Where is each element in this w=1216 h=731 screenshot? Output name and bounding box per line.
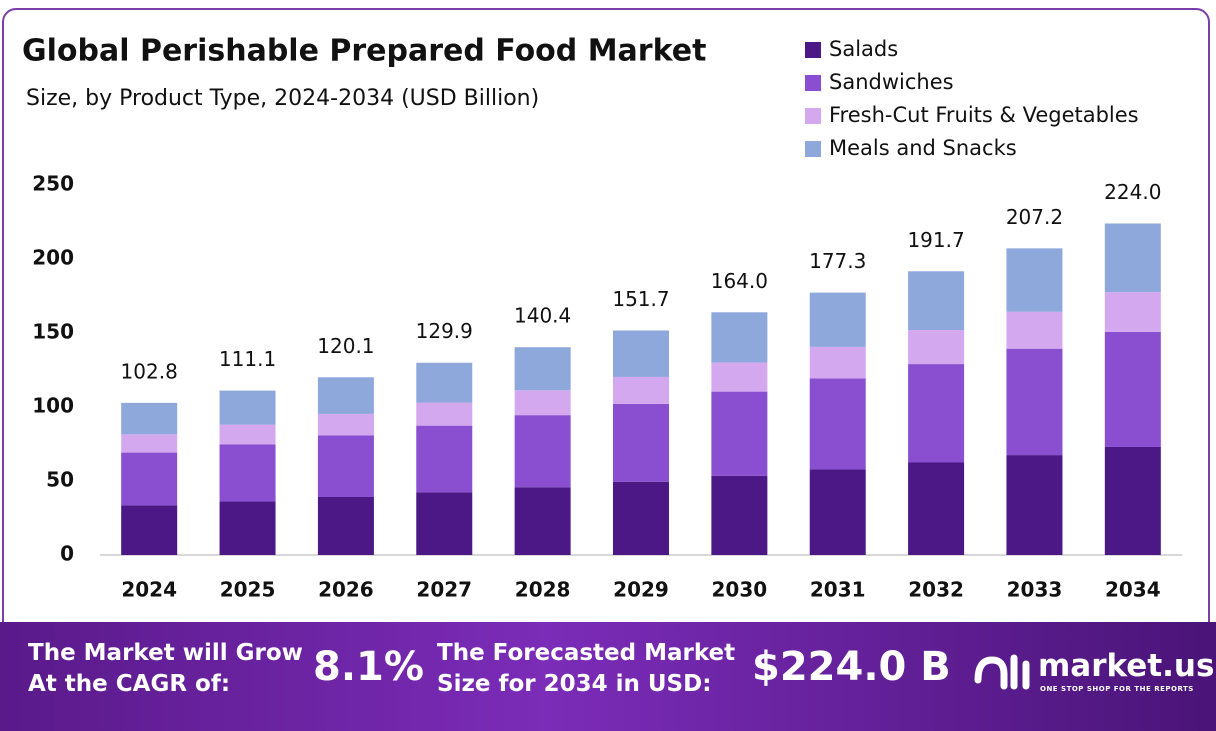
bar-segment [711,362,768,392]
legend-label: Salads [829,37,898,61]
bar-segment [613,330,669,377]
bar-segment [1006,455,1063,555]
bar-segment [809,346,866,379]
bar-segment [416,492,473,555]
chart-subtitle: Size, by Product Type, 2024-2034 (USD Bi… [26,86,539,111]
bar-segment [416,425,473,493]
brand: market.us [1038,648,1215,684]
bar-segment [219,390,276,425]
bar-segment [121,505,178,555]
bar-segment [416,402,473,426]
x-tick-label: 2025 [220,578,276,602]
bar-segment [1104,446,1161,555]
bar-segment [908,330,965,365]
bar-segment [1104,223,1161,293]
bar-segment [613,376,669,404]
brand-logo [974,654,1030,690]
bar-segment [1006,311,1063,349]
footer: The Market will Grow At the CAGR of: 8.1… [0,622,1216,731]
total-label: 207.2 [1006,205,1063,229]
x-tick-label: 2027 [416,578,472,602]
legend-label: Sandwiches [829,70,954,94]
bar-segment [121,402,178,435]
bar-segment [908,364,965,463]
bar-segment [1104,292,1161,332]
x-tick-label: 2029 [613,578,669,602]
x-tick-label: 2026 [318,578,374,602]
legend-label: Meals and Snacks [829,136,1017,160]
bar-segment [1006,348,1063,456]
forecast-value: $224.0 B [752,644,951,690]
bar-segment [219,444,276,502]
bar-segment [121,434,178,453]
bar-segment [711,312,768,363]
bar-segment [711,391,768,476]
y-tick-label: 100 [32,394,74,418]
legend-swatch [805,108,821,124]
x-tick-label: 2024 [121,578,177,602]
bar-segment [1104,331,1161,447]
bar-segment [514,390,571,416]
y-tick-label: 150 [32,320,74,344]
total-label: 191.7 [907,228,964,252]
bar-segment [809,469,866,555]
bar-segment [416,362,473,403]
legend-label: Fresh-Cut Fruits & Vegetables [829,103,1139,127]
bar-segment [809,292,866,347]
x-tick-label: 2032 [908,578,964,602]
legend-swatch [805,141,821,157]
bar-segment [809,378,866,470]
bar-segment [219,424,276,445]
bar-segment [317,413,374,436]
bar-segment [514,487,571,555]
y-tick-label: 0 [60,542,74,566]
bar-segment [711,475,768,555]
bar-segment [317,435,374,497]
bar-segment [219,501,276,555]
x-tick-label: 2028 [515,578,571,602]
bar-segment [1006,248,1063,312]
bar-segment [908,271,965,331]
bar-segment [317,377,374,414]
x-tick-label: 2031 [810,578,866,602]
y-tick-label: 50 [46,468,74,492]
bar-segment [514,415,571,488]
chart-title: Global Perishable Prepared Food Market [22,34,706,69]
total-label: 111.1 [219,347,276,371]
total-label: 120.1 [317,334,374,358]
y-tick-label: 200 [32,246,74,270]
total-label: 102.8 [121,359,178,383]
total-label: 164.0 [711,269,768,293]
cagr-value: 8.1% [313,644,424,690]
bar-segment [317,496,374,555]
legend-swatch [805,75,821,91]
total-label: 224.0 [1104,180,1161,204]
bar-segment [908,462,965,555]
x-tick-label: 2033 [1007,578,1063,602]
y-tick-label: 250 [32,172,74,196]
x-tick-label: 2030 [712,578,768,602]
bar-segment [514,347,571,391]
cagr-text: The Market will Grow At the CAGR of: [28,640,303,697]
x-tick-label: 2034 [1105,578,1161,602]
legend-swatch [805,42,821,58]
bar-segment [613,481,669,555]
total-label: 140.4 [514,304,571,328]
chart: Global Perishable Prepared Food Market S… [22,34,1182,602]
tagline: ONE STOP SHOP FOR THE REPORTS [1040,685,1194,693]
bar-segment [613,403,669,482]
total-label: 129.9 [416,319,473,343]
total-label: 177.3 [809,249,866,273]
bar-segment [121,452,178,506]
forecast-text: The Forecasted Market Size for 2034 in U… [437,640,736,697]
total-label: 151.7 [612,287,669,311]
